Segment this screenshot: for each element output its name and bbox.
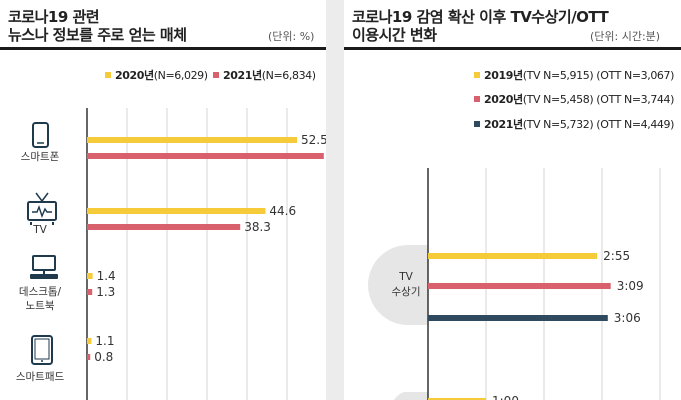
right-chart-title-line1: 코로나19 감염 확산 이후 TV수상기/OTT	[352, 8, 609, 26]
tablet-icon	[31, 335, 53, 365]
bar-2021년-TV	[87, 224, 241, 230]
category-label: TV	[398, 271, 413, 283]
right-bar-chart: 2:55 1:00 3:09 3:06 TV 수상기	[368, 168, 661, 400]
left-bar-chart: 52.544.61.41.159.238.31.30.8스마트폰TV데스크톱/노…	[16, 108, 355, 400]
category-pill-tv	[368, 245, 428, 325]
bar-2020년-TV 수상기	[428, 283, 611, 289]
right-chart-title-line2: 이용시간 변화	[352, 26, 437, 44]
left-title-rule	[0, 47, 326, 50]
left-chart-title-line2: 뉴스나 정보를 주로 얻는 매체	[8, 26, 187, 44]
category-label: 스마트패드	[16, 371, 65, 383]
left-chart-panel: 코로나19 관련 뉴스나 정보를 주로 얻는 매체 (단위: %) 2020년(…	[0, 0, 355, 400]
panel-gutter	[326, 0, 344, 400]
bar-2020년-스마트패드	[87, 338, 92, 344]
data-label: 1.3	[96, 285, 115, 299]
right-chart-panel: 코로나19 감염 확산 이후 TV수상기/OTT 이용시간 변화 (단위: 시간…	[344, 0, 681, 400]
bar-2019년-TV 수상기	[428, 253, 598, 259]
right-legend-item-2019: 2019년(TV N=5,915) (OTT N=3,067)	[474, 67, 674, 83]
category-label: 스마트폰	[21, 151, 60, 163]
data-label: 2:55	[603, 249, 630, 263]
data-label: 0.8	[94, 350, 113, 364]
smartphone-icon	[32, 122, 49, 148]
bar-2020년-TV	[87, 208, 266, 214]
data-label: 1.4	[97, 269, 116, 283]
category-label: 수상기	[392, 286, 421, 298]
bar-2021년-TV 수상기	[428, 315, 608, 321]
legend-swatch	[105, 72, 111, 78]
left-legend-item-2021: 2021년(N=6,834)	[213, 67, 316, 83]
legend-swatch	[474, 96, 480, 102]
left-legend-item-2020: 2020년(N=6,029)	[105, 67, 208, 83]
data-label: 1:00	[492, 394, 519, 400]
left-chart-title-line1: 코로나19 관련	[8, 8, 100, 26]
data-label: 44.6	[269, 204, 296, 218]
right-title-rule	[344, 47, 681, 50]
data-label: 1.1	[95, 334, 114, 348]
bar-2021년-스마트폰	[87, 153, 324, 159]
right-legend-item-2021: 2021년(TV N=5,732) (OTT N=4,449)	[474, 116, 674, 132]
tv-icon	[27, 192, 57, 225]
category-label: 데스크톱/	[19, 286, 62, 298]
legend-swatch	[474, 121, 480, 127]
right-legend-item-2020: 2020년(TV N=5,458) (OTT N=3,744)	[474, 91, 674, 107]
left-chart-unit: (단위: %)	[268, 30, 315, 43]
category-pill-ott	[394, 392, 428, 400]
legend-swatch	[213, 72, 219, 78]
legend-swatch	[474, 72, 480, 78]
desktop-icon	[30, 255, 58, 279]
bar-2020년-스마트폰	[87, 137, 297, 143]
right-chart-unit: (단위: 시간:분)	[590, 30, 661, 43]
category-label: TV	[32, 224, 47, 236]
data-label: 52.5	[301, 133, 328, 147]
category-label: 노트북	[26, 300, 55, 312]
bar-2021년-스마트패드	[87, 354, 91, 360]
data-label: 3:09	[617, 279, 644, 293]
data-label: 38.3	[244, 220, 271, 234]
bar-2021년-데스크톱/노트북	[87, 289, 93, 295]
bar-2019년-OTT	[428, 398, 486, 400]
bar-2020년-데스크톱/노트북	[87, 273, 93, 279]
data-label: 3:06	[614, 311, 641, 325]
